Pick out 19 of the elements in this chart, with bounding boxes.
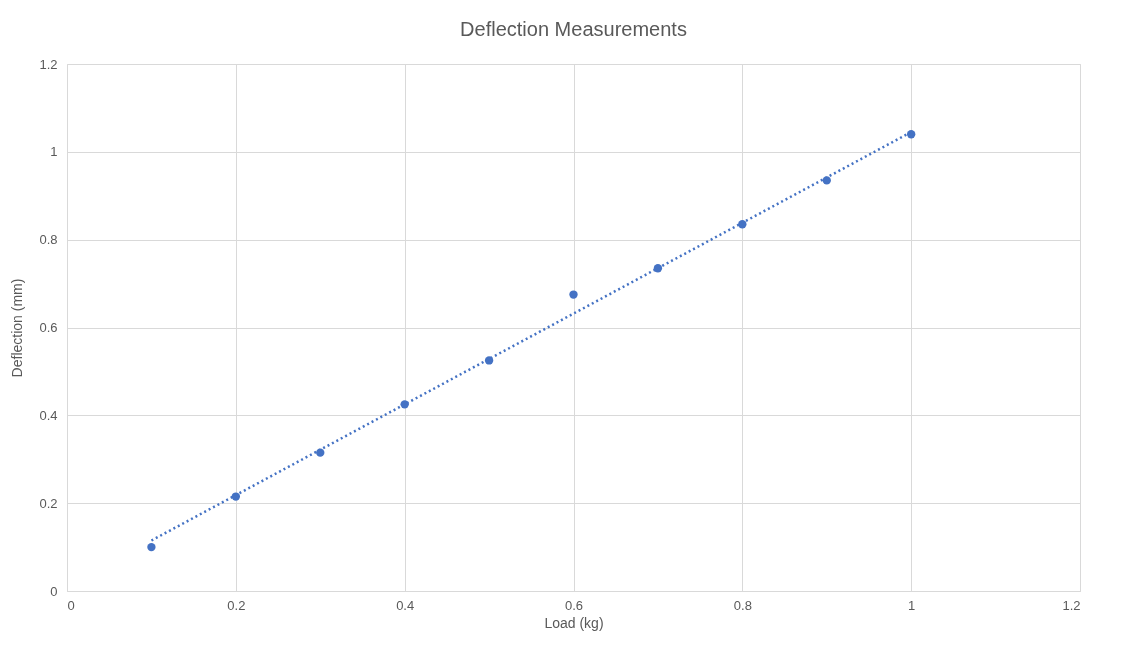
x-tick-label: 1.2 (1062, 597, 1081, 613)
x-axis-title: Load (kg) (544, 614, 604, 631)
y-tick-label: 0.6 (39, 320, 58, 335)
x-tick-label: 0.2 (227, 597, 246, 613)
y-tick-label: 0.4 (39, 407, 58, 423)
y-tick-label: 1 (50, 144, 58, 160)
chart-title: Deflection Measurements (460, 18, 687, 40)
x-tick-label: 0.4 (396, 597, 415, 613)
point (569, 290, 578, 299)
x-tick-label: 0.6 (564, 597, 584, 613)
y-tick-label: 0 (50, 583, 58, 599)
y-tick-label: 0.8 (39, 232, 58, 248)
x-tick-label: 1 (908, 597, 916, 613)
x-tick-label: 0.8 (733, 597, 752, 613)
point (147, 542, 156, 552)
y-axis-title: Deflection (mm) (9, 278, 26, 378)
x-tick-label: 0 (67, 597, 75, 613)
y-tick-label: 1.2 (39, 56, 58, 72)
y-tick-label: 0.2 (39, 495, 58, 511)
